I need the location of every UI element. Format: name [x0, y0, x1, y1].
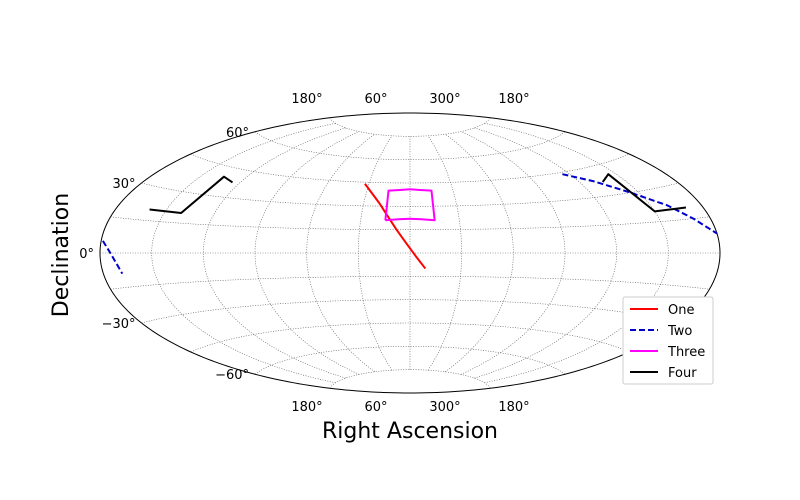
series-three-line — [384, 188, 436, 222]
legend-label-two: Two — [667, 324, 692, 339]
x-tick-label-bottom: 180° — [291, 400, 322, 415]
graticule-grid — [100, 117, 720, 389]
x-axis-label: Right Ascension — [322, 419, 498, 444]
x-tick-label-bottom: 180° — [498, 400, 529, 415]
grid-parallel — [141, 299, 679, 324]
legend-label-four: Four — [668, 366, 697, 381]
grid-meridian — [306, 133, 375, 373]
y-tick-label: −60° — [215, 368, 249, 383]
y-tick-label: 30° — [112, 177, 135, 192]
y-tick-label: 0° — [79, 247, 94, 262]
grid-meridian — [254, 131, 360, 375]
grid-parallel — [141, 182, 679, 207]
y-tick-label: −30° — [102, 317, 136, 332]
series-layer — [102, 173, 718, 275]
grid-parallel — [254, 346, 566, 375]
grid-parallel — [254, 131, 566, 160]
grid-meridian — [445, 133, 514, 373]
x-tick-label-bottom: 60° — [364, 400, 387, 415]
grid-meridian — [474, 127, 617, 379]
grid-meridian — [203, 127, 346, 379]
x-tick-label-top: 180° — [498, 92, 529, 107]
legend-frame — [622, 296, 714, 385]
legend-label-three: Three — [667, 345, 705, 360]
grid-parallel — [329, 369, 491, 389]
series-four-line — [149, 175, 234, 214]
legend-label-one: One — [668, 303, 694, 318]
series-four-line — [601, 173, 687, 213]
grid-meridian — [460, 131, 566, 375]
grid-parallel — [329, 117, 491, 137]
grid-parallel — [190, 322, 630, 353]
legend: One Two Three Four — [622, 296, 714, 385]
series-two-line — [102, 240, 124, 275]
x-tick-label-top: 300° — [429, 92, 460, 107]
grid-parallel — [110, 276, 710, 290]
x-tick-label-bottom: 300° — [429, 400, 460, 415]
series-two-line — [562, 173, 718, 235]
grid-meridian — [151, 122, 336, 384]
y-axis-label: Declination — [49, 193, 74, 317]
tick-labels: 180° 60° 300° 180° 180° 60° 300° 180° 60° 30° 0° −3… — [79, 92, 529, 415]
grid-parallel — [190, 153, 630, 184]
x-tick-label-top: 180° — [291, 92, 322, 107]
series-one-line — [364, 183, 427, 270]
y-tick-label: 60° — [226, 126, 249, 141]
x-tick-label-top: 60° — [364, 92, 387, 107]
